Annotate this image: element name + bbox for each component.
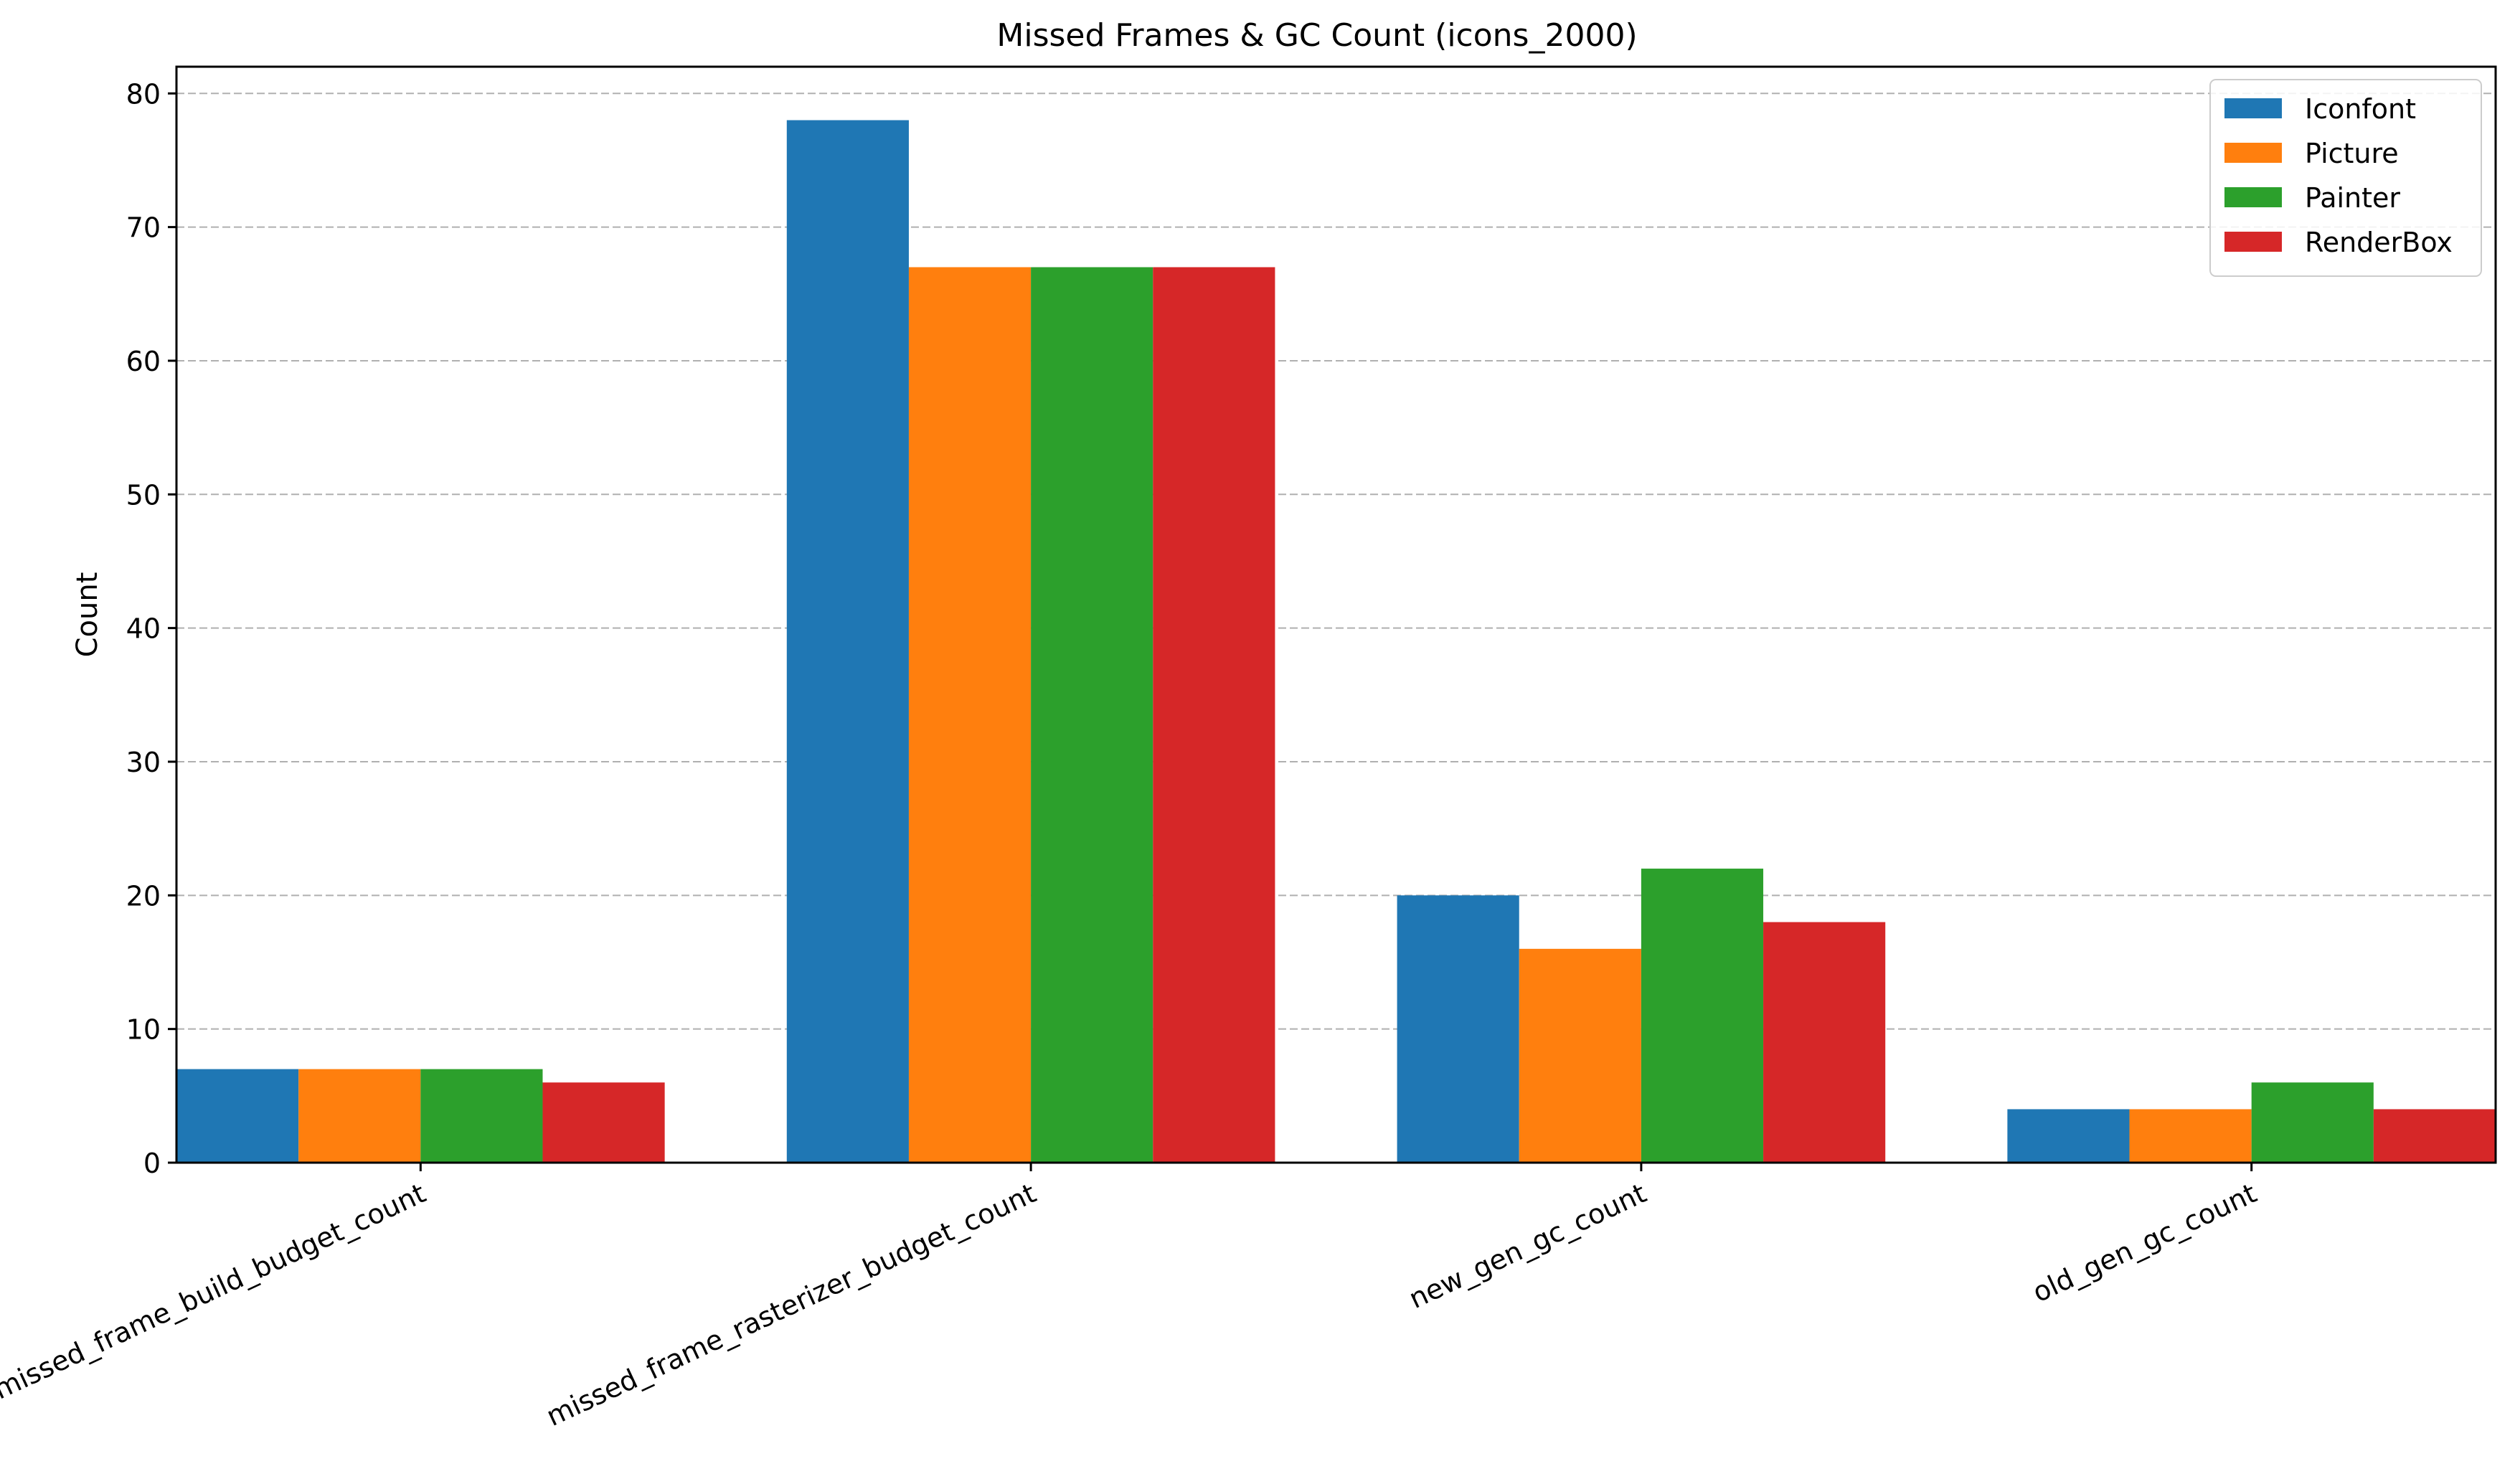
legend-swatch-iconfont: [2224, 98, 2282, 118]
bar-picture-2: [1519, 948, 1641, 1163]
y-tick-label: 40: [126, 613, 161, 645]
bar-painter-2: [1641, 869, 1764, 1163]
bar-iconfont-2: [1397, 895, 1519, 1163]
y-axis-label: Count: [71, 572, 104, 658]
bar-painter-3: [2251, 1082, 2374, 1163]
bars: [176, 120, 2496, 1163]
y-tick-label: 10: [126, 1014, 161, 1046]
bar-renderbox-1: [1153, 267, 1275, 1163]
legend-swatch-picture: [2224, 143, 2282, 163]
legend-label-iconfont[interactable]: Iconfont: [2305, 93, 2416, 125]
y-tick-label: 0: [143, 1148, 161, 1179]
chart-title: Missed Frames & GC Count (icons_2000): [996, 17, 1637, 54]
legend[interactable]: Iconfont Picture Painter RenderBox: [2209, 79, 2482, 277]
grid-lines: [176, 93, 2496, 1030]
bar-iconfont-3: [2007, 1109, 2130, 1163]
y-tick-label: 30: [126, 747, 161, 778]
y-tick-label: 70: [126, 212, 161, 244]
y-axis-ticks: 0 10 20 30 40 50 60 70 80: [126, 78, 176, 1179]
bar-iconfont-0: [176, 1069, 299, 1163]
bar-picture-3: [2129, 1109, 2252, 1163]
bar-iconfont-1: [786, 120, 909, 1163]
legend-swatch-painter: [2224, 187, 2282, 207]
bar-painter-0: [420, 1069, 543, 1163]
y-tick-label: 80: [126, 78, 161, 110]
legend-swatch-renderbox: [2224, 232, 2282, 252]
legend-label-renderbox[interactable]: RenderBox: [2305, 227, 2453, 258]
bar-renderbox-3: [2373, 1109, 2496, 1163]
bar-renderbox-0: [542, 1082, 665, 1163]
y-tick-label: 60: [126, 346, 161, 377]
y-tick-label: 20: [126, 880, 161, 912]
plot-frame: [175, 65, 2497, 1164]
bar-renderbox-2: [1763, 922, 1886, 1163]
bar-painter-1: [1031, 267, 1153, 1163]
y-tick-label: 50: [126, 479, 161, 511]
bar-picture-1: [908, 267, 1032, 1163]
bar-picture-0: [298, 1069, 421, 1163]
legend-label-picture[interactable]: Picture: [2305, 138, 2399, 169]
legend-box: [2209, 79, 2482, 277]
legend-label-painter[interactable]: Painter: [2305, 182, 2400, 214]
